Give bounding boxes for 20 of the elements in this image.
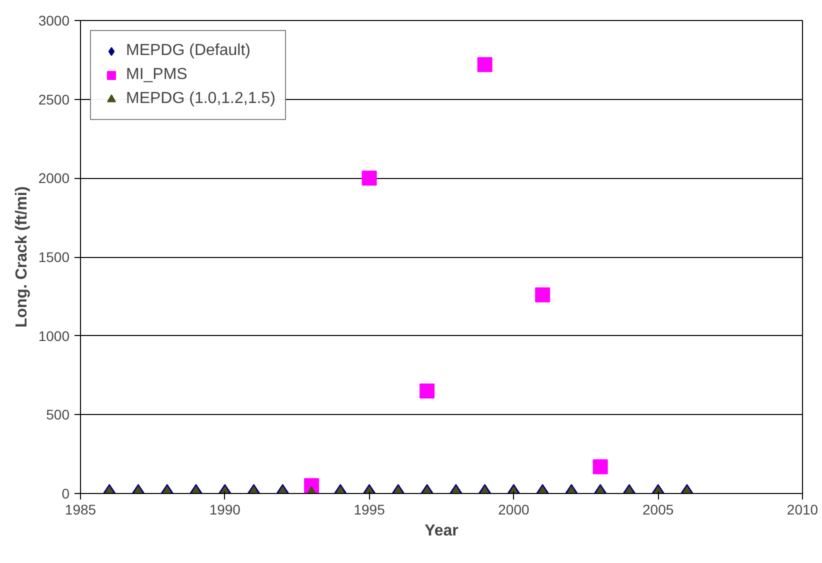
legend-label: MI_PMS <box>126 66 188 84</box>
point <box>362 170 377 186</box>
x-tick-label: 2005 <box>642 502 674 518</box>
y-tick-label: 3000 <box>38 12 70 28</box>
y-tick-label: 1500 <box>38 249 70 265</box>
y-tick-label: 2000 <box>38 170 70 186</box>
x-tick-label: 1985 <box>64 502 96 518</box>
x-tick-label: 1990 <box>209 502 241 518</box>
y-tick-label: 0 <box>62 486 70 502</box>
x-axis-title: Year <box>424 522 458 540</box>
x-tick-label: 2000 <box>498 502 530 518</box>
y-tick-label: 500 <box>46 406 70 423</box>
point <box>477 57 492 72</box>
x-tick-label: 2010 <box>786 502 818 518</box>
y-tick-label: 2500 <box>38 91 70 108</box>
y-tick-label: 1000 <box>38 328 70 344</box>
legend-label: MEPDG (Default) <box>126 42 250 60</box>
x-tick-label: 1995 <box>354 502 386 518</box>
y-axis-title: Long. Crack (ft/mi) <box>13 186 30 328</box>
legend-label: MEPDG (1.0,1.2,1.5) <box>126 90 276 108</box>
